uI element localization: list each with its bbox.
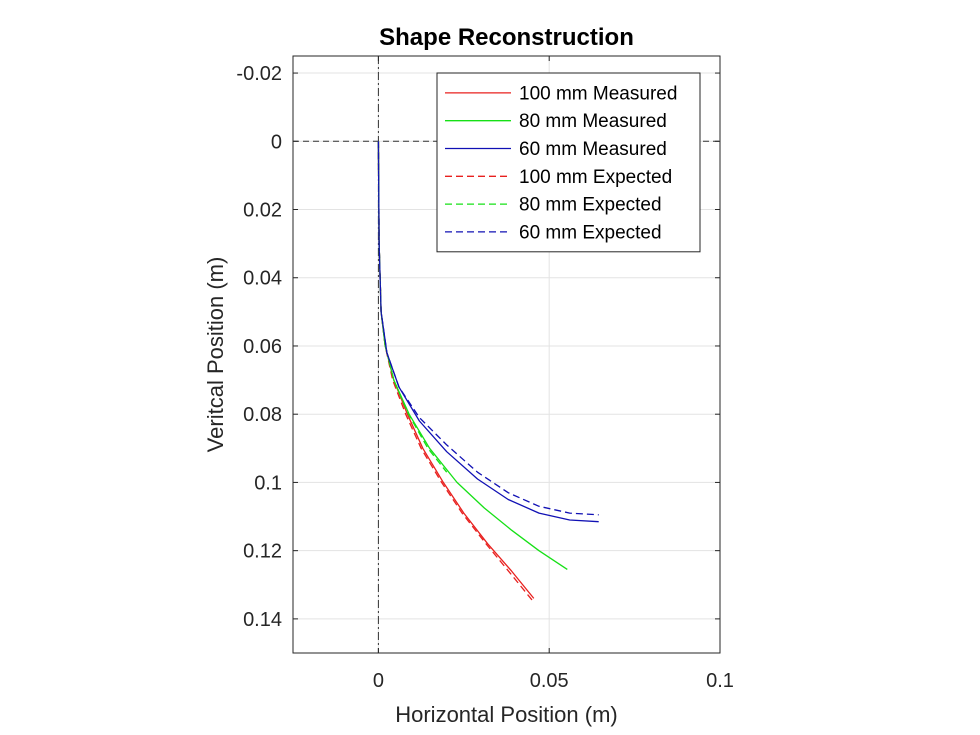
y-axis-label: Veritcal Position (m) [203, 257, 228, 453]
legend-label: 60 mm Measured [519, 139, 667, 160]
y-tick-label: 0.06 [243, 336, 282, 358]
y-tick-label: 0.08 [243, 404, 282, 426]
series-60-mm-expected [377, 141, 599, 516]
axis-ticks: 0 0.05 0.1 -0.02 0 0.02 0.04 0.06 0.08 0.1 0.12 0.1… [236, 56, 734, 692]
plot-border [292, 55, 721, 654]
y-tick-label: 0.14 [243, 609, 282, 631]
legend-label: 100 mm Measured [519, 83, 677, 104]
y-tick-label: 0 [271, 131, 282, 153]
legend-label: 80 mm Expected [519, 195, 662, 216]
y-tick-label: 0.02 [243, 200, 282, 222]
y-tick-label: 0.1 [254, 472, 282, 494]
data-series [377, 141, 599, 601]
legend-label: 60 mm Expected [519, 222, 662, 243]
x-tick-label: 0 [373, 670, 384, 692]
x-tick-label: 0.05 [530, 670, 569, 692]
y-tick-label: 0.12 [243, 541, 282, 563]
x-axis-label: Horizontal Position (m) [395, 702, 618, 727]
x-tick-label: 0.1 [706, 670, 734, 692]
legend-label: 80 mm Measured [519, 111, 667, 132]
legend: 100 mm Measured 80 mm Measured 60 mm Measu… [436, 72, 701, 253]
y-tick-label: 0.04 [243, 268, 282, 290]
chart-title: Shape Reconstruction [379, 24, 634, 51]
legend-label: 100 mm Expected [519, 167, 672, 188]
legend-box [436, 72, 701, 253]
y-tick-label: -0.02 [236, 63, 282, 85]
